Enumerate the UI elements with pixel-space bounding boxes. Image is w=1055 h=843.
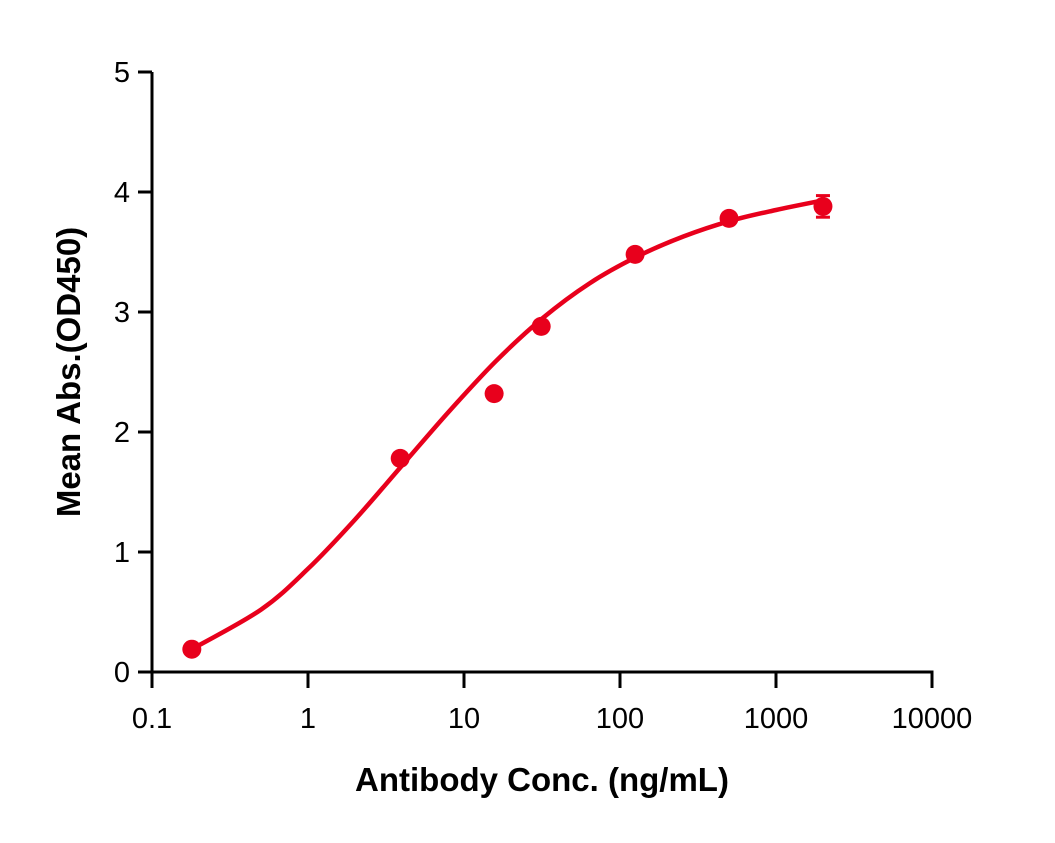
y-tick-label: 3 xyxy=(114,297,130,329)
y-tick-label: 1 xyxy=(114,537,130,569)
y-axis-title: Mean Abs.(OD450) xyxy=(50,227,87,517)
x-tick-label: 0.1 xyxy=(132,703,172,735)
data-point xyxy=(182,639,202,659)
axes: 0 1 2 3 4 5 0.1 1 10 100 1000 10000 xyxy=(114,57,972,735)
data-point xyxy=(390,448,410,468)
x-axis-title: Antibody Conc. (ng/mL) xyxy=(355,761,729,798)
y-tick-label: 4 xyxy=(114,177,130,209)
y-tick-label: 5 xyxy=(114,57,130,89)
y-tick-label: 2 xyxy=(114,417,130,449)
fit-curve xyxy=(189,198,826,652)
data-point xyxy=(484,384,504,404)
fit-line xyxy=(189,198,826,652)
x-tick-label: 1000 xyxy=(744,703,809,735)
data-point xyxy=(531,316,551,336)
x-tick-label: 1 xyxy=(300,703,316,735)
x-tick-label: 10 xyxy=(448,703,480,735)
x-tick-label: 100 xyxy=(596,703,644,735)
data-point xyxy=(719,208,739,228)
data-point xyxy=(625,244,645,264)
y-tick-label: 0 xyxy=(114,657,130,689)
data-point xyxy=(813,196,833,216)
data-points xyxy=(182,194,833,659)
x-tick-label: 10000 xyxy=(892,703,973,735)
